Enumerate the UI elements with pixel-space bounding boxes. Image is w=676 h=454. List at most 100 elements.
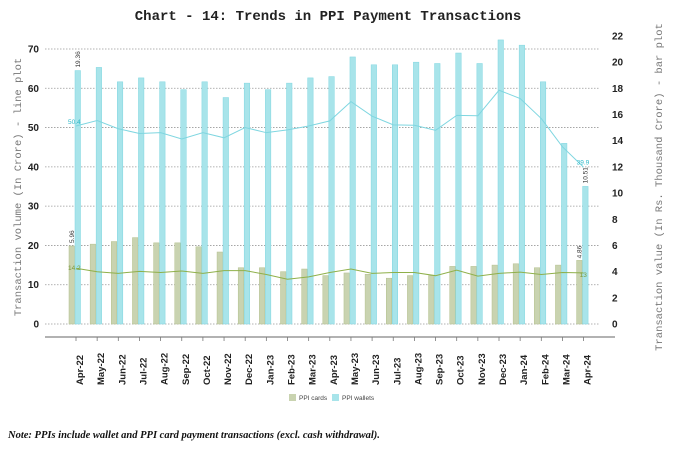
bar-ppi-cards <box>534 267 541 325</box>
bar-ppi-cards <box>195 246 202 325</box>
bar-ppi-cards <box>301 268 308 325</box>
x-tick-label: Sep-22 <box>181 354 192 385</box>
right-tick-label: 14 <box>612 136 624 147</box>
left-tick-label: 60 <box>28 84 40 95</box>
bar-ppi-cards <box>322 275 329 325</box>
left-tick-label: 30 <box>28 202 40 213</box>
right-tick-label: 12 <box>612 162 624 173</box>
x-tick-label: Jun-23 <box>371 354 382 385</box>
bar-ppi-wallets <box>307 77 314 325</box>
line-ppi-wallets-volume <box>75 89 584 168</box>
x-tick-label: Dec-22 <box>244 354 255 385</box>
card-line-label-last: 13 <box>580 272 588 279</box>
x-tick-label: Mar-23 <box>308 354 319 385</box>
bar-ppi-wallets <box>328 76 335 325</box>
wallet-bar-label-last: 10.51 <box>583 167 590 184</box>
bar-ppi-cards <box>576 260 583 325</box>
bar-ppi-cards <box>407 275 414 325</box>
bar-ppi-wallets <box>95 67 102 325</box>
bar-ppi-cards <box>386 277 392 325</box>
x-tick-label: May-23 <box>350 353 361 385</box>
bar-ppi-wallets <box>74 70 81 325</box>
bar-ppi-wallets <box>201 81 208 325</box>
x-tick-label: Jul-22 <box>138 358 149 385</box>
x-tick-label: Nov-22 <box>223 353 234 385</box>
x-tick-label: Apr-24 <box>583 354 594 385</box>
right-tick-label: 8 <box>612 215 618 226</box>
bar-ppi-cards <box>428 275 435 325</box>
left-axis-title: Transaction volume (In Crore) - line plo… <box>13 58 25 316</box>
x-tick-label: Jan-24 <box>519 354 530 385</box>
card-bar-label-first: 5.96 <box>69 230 76 243</box>
left-tick-label: 70 <box>28 45 40 56</box>
bar-ppi-wallets <box>582 186 589 325</box>
gridlines <box>45 48 600 325</box>
x-tick-label: Apr-23 <box>329 355 340 385</box>
legend: PPI cards PPI wallets <box>289 394 375 402</box>
legend-swatch-wallets <box>332 394 339 401</box>
bar-ppi-wallets <box>392 64 398 325</box>
chart-title: Chart - 14: Trends in PPI Payment Transa… <box>135 9 521 25</box>
x-tick-label: Feb-23 <box>287 354 298 385</box>
right-tick-label: 16 <box>612 110 624 121</box>
bar-ppi-cards <box>89 243 96 325</box>
x-tick-label: Nov-23 <box>477 353 488 385</box>
lines <box>75 89 584 280</box>
bar-ppi-cards <box>68 245 75 325</box>
bar-ppi-wallets <box>370 64 377 325</box>
bar-ppi-cards <box>259 267 266 325</box>
right-tick-label: 18 <box>612 84 624 95</box>
bar-ppi-wallets <box>413 61 420 325</box>
card-bar-label-last: 4.86 <box>577 245 584 258</box>
bar-ppi-cards <box>449 266 456 325</box>
right-tick-label: 22 <box>612 32 624 43</box>
left-tick-label: 50 <box>28 123 40 134</box>
wallet-line-label-last: 39.9 <box>577 159 590 166</box>
wallet-bar-label-first: 19.36 <box>75 51 82 68</box>
bar-ppi-wallets <box>222 97 229 325</box>
bar-ppi-wallets <box>243 82 250 325</box>
right-tick-label: 6 <box>612 241 618 252</box>
bar-ppi-cards <box>132 237 139 325</box>
legend-label-wallets: PPI wallets <box>342 395 375 402</box>
bar-ppi-cards <box>153 242 160 325</box>
bar-ppi-wallets <box>117 81 124 325</box>
bars <box>68 39 589 325</box>
x-tick-label: Oct-23 <box>456 355 467 385</box>
bar-ppi-cards <box>280 271 287 325</box>
bar-ppi-wallets <box>180 89 187 325</box>
bar-ppi-cards <box>216 251 223 325</box>
x-tick-label: May-22 <box>96 353 107 385</box>
axis-ticks: 0 10 20 30 40 50 60 70 0 2 4 6 8 10 12 14 16 18 20 22 Apr-22… <box>28 32 624 386</box>
bar-ppi-wallets <box>497 39 504 325</box>
card-line-label-first: 14.2 <box>68 265 81 272</box>
bar-ppi-wallets <box>540 81 547 325</box>
left-tick-label: 10 <box>28 280 40 291</box>
footnote: Note: PPIs include wallet and PPI card p… <box>8 430 380 441</box>
data-labels: 19.36 10.51 5.96 4.86 50.4 39.9 14.2 13 <box>68 51 590 279</box>
x-tick-label: Apr-22 <box>75 355 86 385</box>
bar-ppi-cards <box>174 242 181 325</box>
x-tick-label: Jan-23 <box>265 355 276 385</box>
bar-ppi-wallets <box>561 143 568 325</box>
right-tick-label: 20 <box>612 58 624 69</box>
bar-ppi-wallets <box>286 82 293 325</box>
left-tick-label: 0 <box>33 320 39 331</box>
bar-ppi-wallets <box>265 89 272 325</box>
x-tick-label: Mar-24 <box>561 354 572 385</box>
legend-swatch-cards <box>289 394 296 401</box>
x-tick-label: Oct-22 <box>202 355 213 385</box>
right-axis-title: Transaction value (In Rs. Thousand Crore… <box>654 23 666 351</box>
bar-ppi-wallets <box>455 52 462 325</box>
right-tick-label: 10 <box>612 189 624 200</box>
x-tick-label: Sep-23 <box>435 354 446 385</box>
bar-ppi-wallets <box>518 44 525 325</box>
x-tick-label: Aug-23 <box>413 353 424 385</box>
bar-ppi-cards <box>470 266 477 325</box>
right-tick-label: 2 <box>612 293 618 304</box>
bar-ppi-cards <box>491 264 498 325</box>
x-tick-label: Feb-24 <box>540 354 551 385</box>
bar-ppi-wallets <box>159 81 166 325</box>
x-tick-label: Jul-23 <box>392 358 403 385</box>
